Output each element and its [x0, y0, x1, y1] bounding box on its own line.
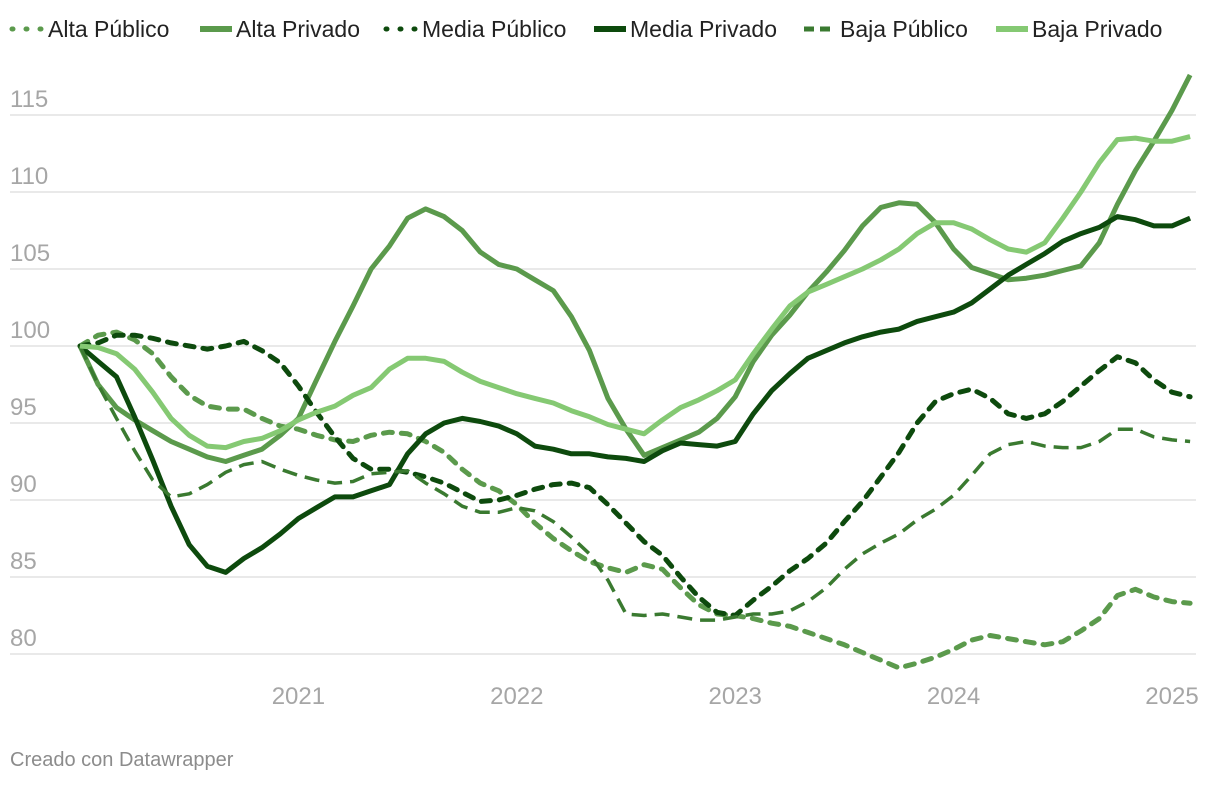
x-tick-label: 2022 [490, 683, 543, 710]
x-tick-label: 2023 [709, 683, 762, 710]
legend-item: Media Público [383, 16, 566, 42]
y-tick-label: 100 [10, 317, 50, 344]
series-line-media-privado [78, 214, 1192, 575]
series-line-alta-pblico [77, 329, 1193, 671]
series-line-media-pblico [77, 332, 1193, 618]
y-tick-label: 115 [10, 86, 48, 113]
x-tick-label: 2021 [272, 683, 325, 710]
series-line-baja-privado [79, 134, 1191, 451]
x-tick-label: 2024 [927, 683, 980, 710]
legend-label: Baja Público [840, 16, 968, 42]
credit-footer: Creado con Datawrapper [10, 749, 234, 771]
series-lines [77, 73, 1193, 671]
legend: Alta Público Alta Privado Media Público Med… [9, 16, 1162, 42]
y-tick-label: 80 [10, 625, 37, 652]
legend-item: Baja Público [804, 16, 968, 42]
y-tick-label: 110 [10, 163, 48, 190]
y-tick-label: 85 [10, 548, 37, 575]
legend-label: Alta Privado [236, 16, 360, 42]
x-tick-label: 2025 [1145, 683, 1198, 710]
y-tick-label: 95 [10, 394, 37, 421]
legend-item: Baja Privado [996, 16, 1162, 42]
legend-item: Alta Privado [200, 16, 360, 42]
x-axis: 2021 2022 2023 2024 2025 [272, 683, 1199, 710]
y-tick-label: 90 [10, 471, 37, 498]
legend-label: Media Público [422, 16, 566, 42]
y-tick-label: 105 [10, 240, 50, 267]
legend-label: Media Privado [630, 16, 777, 42]
legend-label: Alta Público [48, 16, 169, 42]
legend-label: Baja Privado [1032, 16, 1162, 42]
legend-item: Media Privado [594, 16, 777, 42]
y-axis: 80 85 90 95 100 105 110 115 [10, 86, 50, 652]
legend-item: Alta Público [9, 16, 169, 42]
series-line-baja-pblico [78, 345, 1191, 622]
